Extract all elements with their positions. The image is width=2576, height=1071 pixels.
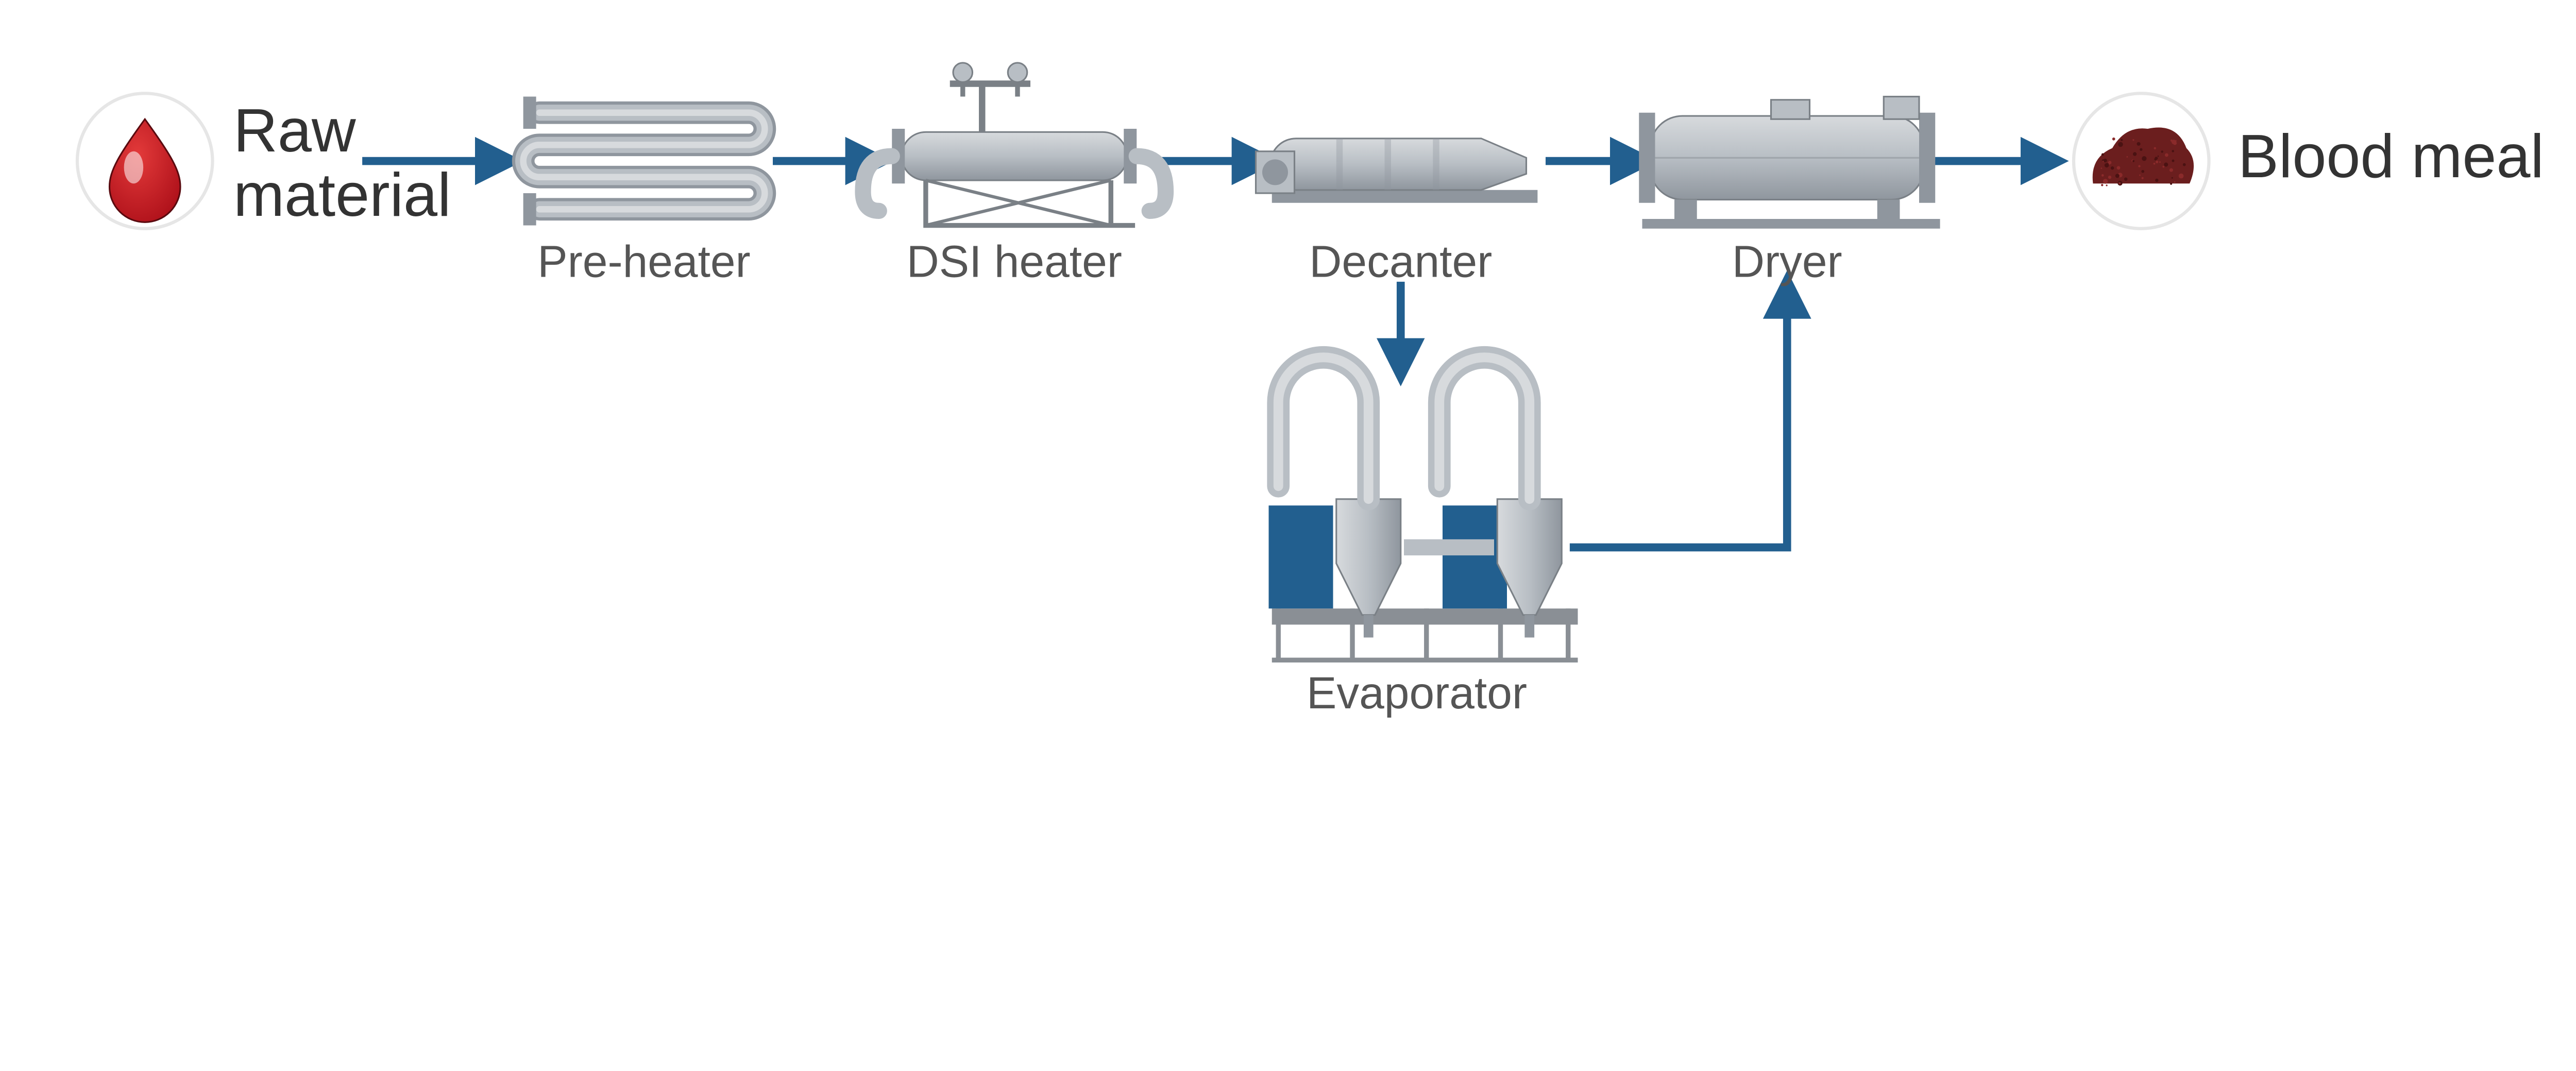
label-evaporator: Evaporator xyxy=(1307,668,1527,718)
node-dryer: Dryer xyxy=(1639,97,1940,287)
flow-arrow xyxy=(1570,286,1787,547)
node-output: Blood meal xyxy=(2074,93,2544,229)
process-flow-diagram: Rawmaterial Pre-heater DSI heater Decanter D… xyxy=(0,0,2576,773)
node-dsi: DSI heater xyxy=(863,63,1166,287)
nodes-layer: Rawmaterial Pre-heater DSI heater Decanter D… xyxy=(77,63,2544,718)
node-preheater: Pre-heater xyxy=(523,97,765,287)
label-output: Blood meal xyxy=(2238,122,2544,191)
node-decanter: Decanter xyxy=(1256,139,1538,287)
label-dsi: DSI heater xyxy=(907,236,1122,287)
node-evaporator: Evaporator xyxy=(1269,358,1578,718)
node-raw: Rawmaterial xyxy=(77,93,451,229)
label-dryer: Dryer xyxy=(1732,236,1842,287)
label-decanter: Decanter xyxy=(1309,236,1492,287)
label-raw: Rawmaterial xyxy=(233,96,451,229)
label-preheater: Pre-heater xyxy=(537,236,750,287)
